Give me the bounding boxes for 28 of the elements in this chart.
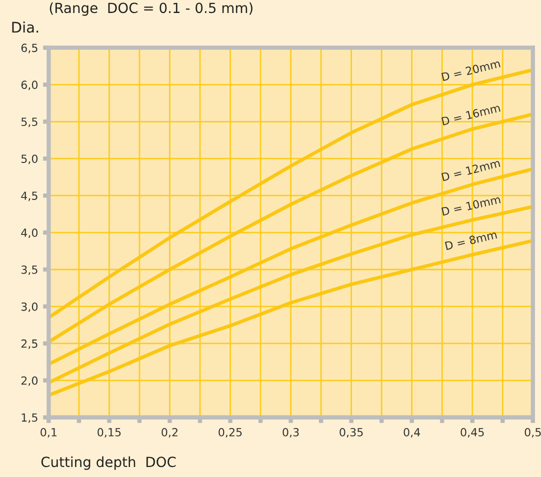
text: D = 12mm bbox=[441, 158, 500, 182]
y-tick-label: 5,5 bbox=[21, 118, 38, 128]
y-tick-label: 1,5 bbox=[22, 413, 38, 423]
x-tick-label: 0,4 bbox=[404, 428, 420, 438]
y-tick-label: 6,5 bbox=[21, 44, 38, 54]
y-tick-label: 2,0 bbox=[21, 376, 38, 386]
x-axis-title: Cutting depth DOC bbox=[41, 456, 176, 470]
y-tick-label: 5,0 bbox=[21, 154, 38, 164]
x-tick-label: 0,45 bbox=[460, 428, 484, 438]
y-tick-label: 3,0 bbox=[21, 302, 38, 312]
y-tick-label: 4,5 bbox=[21, 192, 38, 202]
x-tick-label: 0,3 bbox=[282, 428, 299, 438]
text: D = 20mm bbox=[441, 59, 500, 82]
y-tick-label: 4,0 bbox=[21, 228, 38, 238]
text: D = 10mm bbox=[442, 195, 501, 216]
x-tick-label: 0,2 bbox=[162, 428, 178, 438]
x-tick-label: 0,15 bbox=[98, 428, 121, 438]
y-axis-title: Dia. bbox=[12, 21, 38, 33]
y-tick-label: 2,5 bbox=[21, 339, 38, 349]
text: D = 8mm bbox=[444, 230, 498, 250]
x-tick-label: 0,1 bbox=[40, 428, 56, 438]
y-tick-label: 6,0 bbox=[21, 80, 38, 90]
x-tick-label: 0,5 bbox=[524, 428, 541, 438]
text: D = 16mm bbox=[441, 103, 500, 126]
chart-title: (Range DOC = 0.1 - 0.5 mm) bbox=[50, 2, 252, 16]
x-tick-label: 0,25 bbox=[218, 428, 242, 438]
y-tick-label: 3,5 bbox=[21, 265, 38, 276]
x-tick-label: 0,35 bbox=[340, 428, 363, 438]
